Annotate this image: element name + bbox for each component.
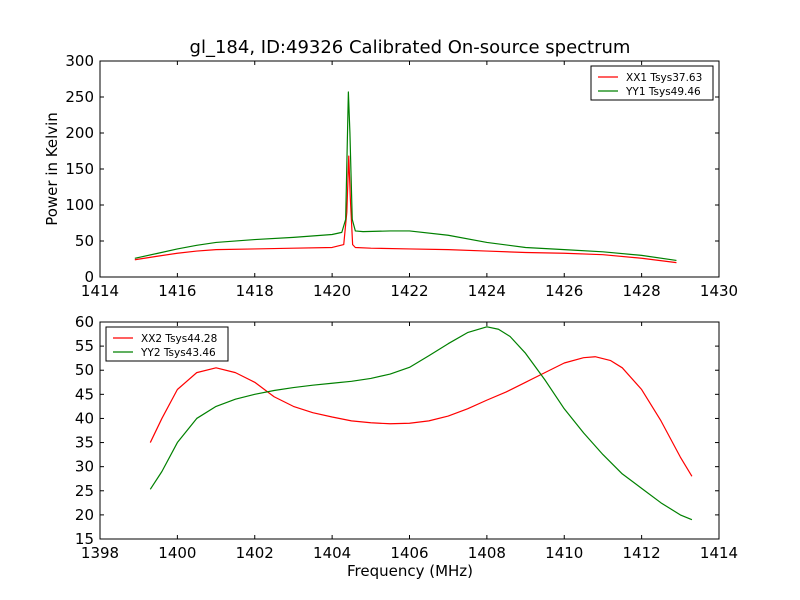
bottom-y-tick-label: 25	[75, 482, 94, 500]
top-x-tick-label: 1418	[236, 282, 274, 300]
top-series-line-1	[134, 155, 677, 264]
top-plot-panel: 1414 1416 1418 1420 1422 1424 1426 1428 1430 0 50 1…	[65, 52, 738, 300]
bottom-y-tick-label: 15	[75, 530, 94, 548]
top-legend-box	[590, 65, 714, 101]
bottom-y-tick-label: 20	[75, 506, 94, 524]
chart-title: gl_184, ID:49326 Calibrated On-source sp…	[190, 37, 631, 58]
bottom-plot-panel: 1398 1400 1402 1404 1406 1408 1410 1412 1414 15 20…	[75, 313, 738, 562]
bottom-y-tick-label: 45	[75, 385, 94, 403]
bottom-x-axis-label: Frequency (MHz)	[347, 562, 473, 580]
top-x-tick-label: 1430	[700, 282, 738, 300]
top-legend-label-2: YY1 Tsys49.46	[625, 86, 701, 98]
bottom-y-tick-label: 60	[75, 313, 94, 331]
top-y-tick-label: 250	[65, 88, 94, 106]
bottom-x-tick-label: 1410	[545, 544, 583, 562]
bottom-x-tick-label: 1402	[236, 544, 274, 562]
top-y-tick-label: 0	[84, 268, 94, 286]
top-y-tick-label: 300	[65, 52, 94, 70]
bottom-x-tick-label: 1406	[390, 544, 428, 562]
bottom-y-tick-label: 50	[75, 361, 94, 379]
bottom-series-line-1	[149, 356, 693, 477]
top-x-tick-label: 1416	[158, 282, 196, 300]
bottom-legend-label-2: YY2 Tsys43.46	[140, 347, 216, 359]
top-y-axis-label: Power in Kelvin	[43, 112, 61, 226]
top-y-tick-label: 200	[65, 124, 94, 142]
bottom-series-line-2	[149, 326, 693, 521]
bottom-y-tick-label: 30	[75, 458, 94, 476]
bottom-x-tick-label: 1414	[700, 544, 738, 562]
top-legend: XX1 Tsys37.63 YY1 Tsys49.46	[590, 65, 714, 101]
top-x-tick-label: 1426	[545, 282, 583, 300]
bottom-x-tick-label: 1408	[468, 544, 506, 562]
bottom-legend: XX2 Tsys44.28 YY2 Tsys43.46	[105, 326, 229, 362]
top-x-tick-label: 1422	[390, 282, 428, 300]
bottom-x-tick-label: 1404	[313, 544, 351, 562]
bottom-legend-label-1: XX2 Tsys44.28	[141, 333, 217, 345]
bottom-x-tick-label: 1400	[158, 544, 196, 562]
bottom-y-tick-label: 55	[75, 337, 94, 355]
top-y-tick-label: 100	[65, 196, 94, 214]
top-x-tick-label: 1424	[468, 282, 506, 300]
bottom-y-tick-label: 40	[75, 409, 94, 427]
top-x-tick-label: 1420	[313, 282, 351, 300]
bottom-y-tick-label: 35	[75, 434, 94, 452]
top-x-tick-label: 1414	[81, 282, 119, 300]
top-series-line-2	[134, 91, 677, 262]
top-legend-label-1: XX1 Tsys37.63	[626, 72, 702, 84]
bottom-x-tick-label: 1398	[81, 544, 119, 562]
top-y-tick-label: 150	[65, 160, 94, 178]
top-y-tick-label: 50	[75, 232, 94, 250]
bottom-x-tick-label: 1412	[623, 544, 661, 562]
bottom-legend-box	[105, 326, 229, 362]
top-x-tick-label: 1428	[623, 282, 661, 300]
